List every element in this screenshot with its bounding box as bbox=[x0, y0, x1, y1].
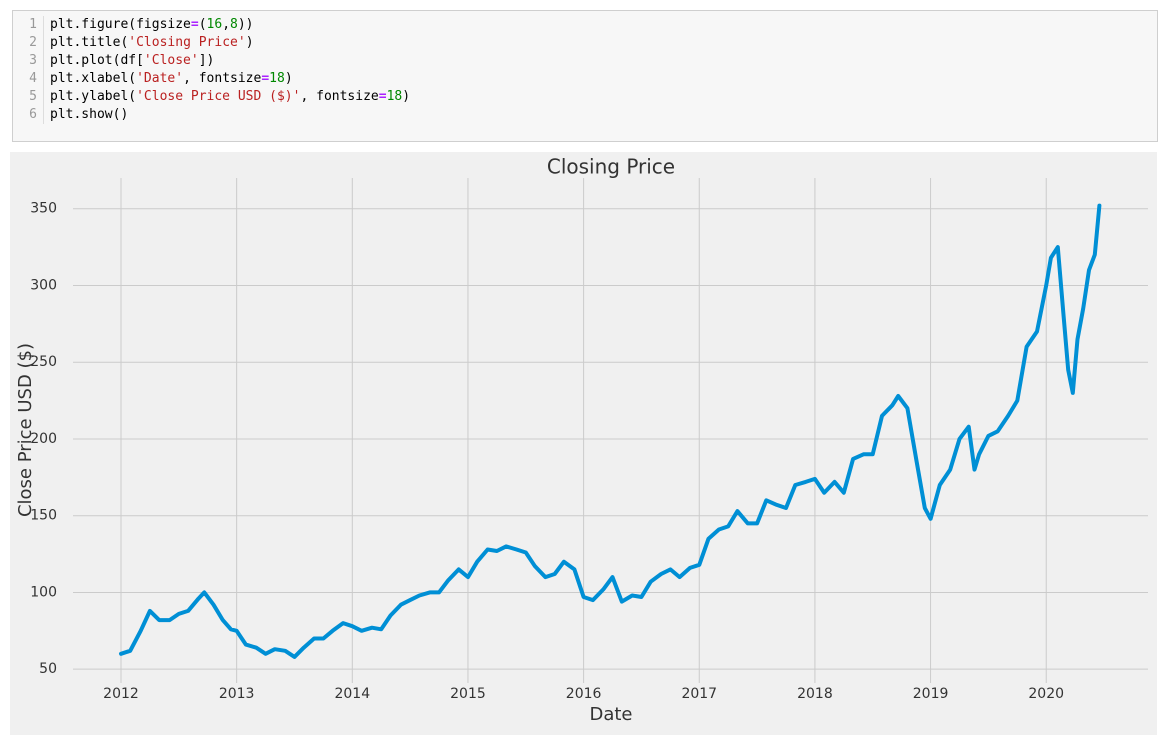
code-token: 18 bbox=[269, 71, 285, 86]
y-tick-label: 350 bbox=[30, 201, 57, 217]
code-token: = bbox=[378, 89, 387, 104]
code-line: 6 plt.show() bbox=[13, 106, 1157, 124]
code-token: plt.figure(figsize bbox=[50, 17, 191, 32]
x-tick-label: 2015 bbox=[450, 686, 486, 702]
code-token: = bbox=[190, 17, 199, 32]
y-tick-label: 250 bbox=[30, 354, 57, 370]
code-token: ) bbox=[402, 89, 411, 104]
line-number: 3 bbox=[13, 52, 44, 70]
code-line: 5 plt.ylabel('Close Price USD ($)', fonts… bbox=[13, 88, 1157, 106]
code-token: 'Close Price USD ($)' bbox=[136, 89, 301, 104]
y-axis-label: Close Price USD ($) bbox=[15, 343, 36, 517]
code-line: 1 plt.figure(figsize =(16, 8)) bbox=[13, 16, 1157, 34]
x-tick-label: 2012 bbox=[103, 686, 139, 702]
line-number: 2 bbox=[13, 34, 44, 52]
x-tick-label: 2020 bbox=[1028, 686, 1064, 702]
x-tick-label: 2019 bbox=[913, 686, 949, 702]
y-tick-label: 50 bbox=[39, 661, 57, 677]
code-token: 16 bbox=[206, 17, 223, 32]
code-token: 'Closing Price' bbox=[128, 35, 246, 50]
code-line: 2 plt.title('Closing Price') bbox=[13, 34, 1157, 52]
code-token: , bbox=[222, 17, 231, 32]
code-token: , fontsize bbox=[300, 89, 379, 104]
line-number: 6 bbox=[13, 106, 44, 124]
code-token: = bbox=[261, 71, 270, 86]
figure-background bbox=[10, 152, 1157, 735]
y-tick-label: 300 bbox=[30, 277, 57, 293]
code-token: plt.show() bbox=[50, 107, 129, 122]
code-token: , fontsize bbox=[183, 71, 262, 86]
code-token: plt.ylabel( bbox=[50, 89, 137, 104]
code-token: ) bbox=[245, 35, 254, 50]
code-token: ( bbox=[198, 17, 207, 32]
x-tick-label: 2014 bbox=[334, 686, 370, 702]
code-token: plt.xlabel( bbox=[50, 71, 137, 86]
line-number: 4 bbox=[13, 70, 44, 88]
code-token: )) bbox=[237, 17, 254, 32]
price-line bbox=[119, 203, 1102, 659]
code-token: 8 bbox=[230, 17, 238, 32]
x-tick-label: 2018 bbox=[797, 686, 833, 702]
line-number: 5 bbox=[13, 88, 44, 106]
y-tick-label: 200 bbox=[30, 431, 57, 447]
code-token: 18 bbox=[386, 89, 403, 104]
code-line: 4 plt.xlabel('Date', fontsize = 18) bbox=[13, 70, 1157, 88]
code-token: ]) bbox=[198, 53, 215, 68]
code-token: plt.plot(df[ bbox=[50, 53, 144, 68]
x-tick-label: 2013 bbox=[219, 686, 255, 702]
x-tick-label: 2017 bbox=[681, 686, 717, 702]
line-number: 1 bbox=[13, 16, 44, 34]
y-tick-label: 100 bbox=[30, 584, 57, 600]
x-tick-label: 2016 bbox=[566, 686, 602, 702]
code-cell[interactable]: 1 plt.figure(figsize =(16, 8)) 2 plt.title('C… bbox=[12, 10, 1158, 142]
chart-title: Closing Price bbox=[547, 155, 675, 179]
code-line: 3 plt.plot(df['Close']) bbox=[13, 52, 1157, 70]
code-token: 'Close' bbox=[143, 53, 199, 68]
code-token: plt.title( bbox=[50, 35, 129, 50]
x-axis-label: Date bbox=[589, 704, 632, 725]
y-tick-label: 150 bbox=[30, 508, 57, 524]
code-token: 'Date' bbox=[136, 71, 184, 86]
code-token: ) bbox=[284, 71, 293, 86]
